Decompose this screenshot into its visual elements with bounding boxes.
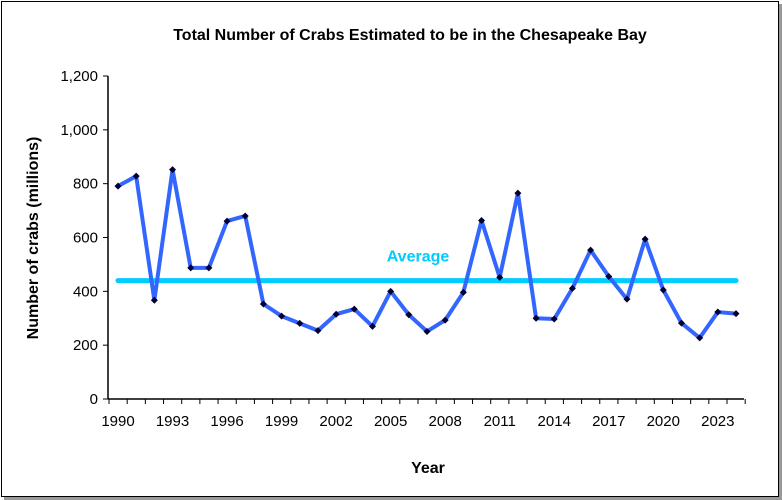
data-point	[714, 308, 722, 316]
data-point	[587, 246, 595, 254]
data-point	[623, 295, 631, 303]
data-point	[459, 288, 467, 296]
y-tick-label: 200	[73, 337, 98, 354]
data-point	[387, 287, 395, 295]
data-point	[568, 284, 576, 292]
data-point	[114, 182, 122, 190]
data-point	[241, 212, 249, 220]
x-tick-label: 1999	[265, 413, 298, 430]
data-point	[150, 296, 158, 304]
data-point	[332, 310, 340, 318]
x-tick-label: 2020	[647, 413, 680, 430]
data-point	[496, 273, 504, 281]
data-point	[405, 311, 413, 319]
data-point	[187, 264, 195, 272]
x-tick-label: 2011	[484, 413, 516, 430]
data-point	[169, 166, 177, 174]
x-tick-label: 2005	[374, 413, 407, 430]
y-tick-label: 1,000	[60, 122, 98, 139]
average-label: Average	[387, 249, 450, 266]
x-axis-label: Year	[411, 460, 445, 477]
data-point	[641, 235, 649, 243]
data-point	[514, 189, 522, 197]
data-point	[677, 319, 685, 327]
data-point	[278, 312, 286, 320]
data-point	[350, 305, 358, 313]
y-tick-label: 1,200	[60, 68, 98, 85]
y-tick-label: 400	[73, 283, 98, 300]
y-tick-label: 800	[73, 176, 98, 193]
y-axis-label: Number of crabs (millions)	[25, 137, 42, 340]
x-tick-label: 2023	[701, 413, 734, 430]
x-tick-label: 2014	[538, 413, 571, 430]
data-point	[296, 319, 304, 327]
data-point	[605, 273, 613, 281]
data-point	[659, 286, 667, 294]
data-point	[132, 172, 140, 180]
data-point	[478, 217, 486, 225]
data-point	[205, 264, 213, 272]
x-tick-label: 2008	[428, 413, 461, 430]
data-point	[259, 300, 267, 308]
x-tick-label: 1990	[101, 413, 134, 430]
data-point	[223, 217, 231, 225]
data-point	[732, 310, 740, 318]
data-point	[532, 314, 540, 322]
data-point	[550, 315, 558, 323]
data-point	[423, 327, 431, 335]
y-tick-label: 600	[73, 230, 98, 247]
y-tick-label: 0	[90, 391, 98, 408]
data-point	[368, 322, 376, 330]
x-tick-label: 1996	[210, 413, 243, 430]
data-point	[314, 327, 322, 335]
x-tick-label: 2002	[319, 413, 352, 430]
data-point	[696, 334, 704, 342]
chart-title: Total Number of Crabs Estimated to be in…	[173, 27, 647, 44]
x-tick-label: 1993	[156, 413, 189, 430]
data-point	[441, 316, 449, 324]
x-tick-label: 2017	[592, 413, 625, 430]
